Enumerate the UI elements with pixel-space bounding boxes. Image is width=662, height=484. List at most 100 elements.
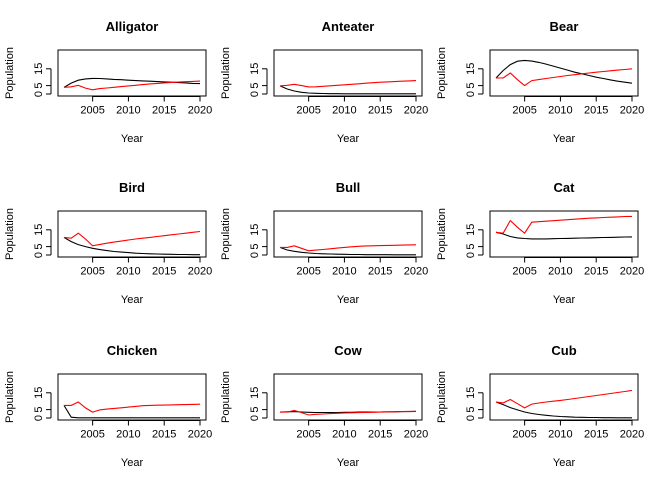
x-tick-label: 2010	[548, 266, 572, 278]
y-axis-label: Population	[436, 47, 448, 99]
series-line-black	[63, 236, 200, 256]
panel-alligator: Alligator 2005 2010 2015 2020 0 5 15 Year Populat…	[4, 19, 212, 145]
y-tick-label: 15	[33, 224, 45, 236]
plot-frame	[489, 49, 639, 97]
x-tick-label: 2010	[332, 105, 356, 117]
x-tick-label: 2015	[152, 429, 176, 441]
x-tick-label: 2020	[188, 429, 212, 441]
series-line-black	[495, 231, 633, 240]
series-line-red	[64, 401, 201, 413]
panel-cub: Cub 2005 2010 2015 2020 0 5 15 Year Population	[436, 343, 644, 469]
y-axis-label: Population	[4, 371, 16, 423]
x-tick-label: 2020	[404, 266, 428, 278]
panel-cat: Cat 2005 2010 2015 2020 0 5 15 Year Population	[436, 180, 644, 306]
x-tick-label: 2005	[512, 266, 536, 278]
x-tick-label: 2020	[620, 429, 644, 441]
panel-title: Chicken	[107, 343, 158, 358]
panel-bull: Bull 2005 2010 2015 2020 0 5 15 Year Population	[220, 180, 428, 306]
x-tick-label: 2010	[548, 105, 572, 117]
x-tick-label: 2015	[368, 429, 392, 441]
x-tick-label: 2005	[80, 429, 104, 441]
plot-frame	[489, 210, 639, 258]
y-axis-label: Population	[436, 208, 448, 260]
x-tick-label: 2005	[296, 266, 320, 278]
x-axis-label: Year	[121, 133, 144, 145]
series-line-red	[496, 68, 633, 87]
x-tick-label: 2020	[188, 266, 212, 278]
panel-title: Cat	[554, 180, 576, 195]
x-tick-label: 2015	[368, 266, 392, 278]
x-tick-label: 2005	[296, 429, 320, 441]
panel-title: Alligator	[106, 19, 159, 34]
x-tick-label: 2020	[188, 105, 212, 117]
panel-anteater: Anteater 2005 2010 2015 2020 0 5 15 Year Populati…	[220, 19, 428, 145]
x-tick-label: 2005	[80, 266, 104, 278]
x-tick-label: 2020	[620, 266, 644, 278]
x-tick-label: 2015	[368, 105, 392, 117]
y-tick-label: 15	[249, 387, 261, 399]
series-line-black	[495, 59, 633, 84]
panel-title: Bear	[550, 19, 579, 34]
series-line-red	[63, 230, 201, 247]
plot-frame	[57, 49, 207, 97]
y-axis-label: Population	[220, 47, 232, 99]
y-tick-label: 15	[33, 387, 45, 399]
y-tick-label: 15	[33, 63, 45, 75]
y-tick-label: 5	[249, 244, 261, 250]
panel-title: Cub	[551, 343, 576, 358]
x-tick-label: 2005	[296, 105, 320, 117]
y-tick-label: 5	[33, 244, 45, 250]
x-tick-label: 2020	[404, 429, 428, 441]
x-tick-label: 2020	[620, 105, 644, 117]
plot-frame	[57, 373, 207, 421]
panel-bird: Bird 2005 2010 2015 2020 0 5 15 Year Population	[4, 180, 212, 306]
y-tick-label: 0	[465, 415, 477, 421]
series-line-black	[279, 246, 416, 256]
y-tick-label: 5	[249, 83, 261, 89]
x-tick-label: 2010	[332, 266, 356, 278]
y-tick-label: 15	[465, 63, 477, 75]
x-tick-label: 2005	[80, 105, 104, 117]
series-line-black	[495, 401, 632, 419]
series-line-red	[280, 409, 417, 416]
plot-frame	[273, 210, 423, 258]
plot-frame	[489, 373, 639, 421]
y-tick-label: 5	[33, 407, 45, 413]
x-tick-label: 2015	[152, 266, 176, 278]
x-axis-label: Year	[337, 457, 360, 469]
x-axis-label: Year	[121, 457, 144, 469]
y-tick-label: 0	[465, 91, 477, 97]
y-tick-label: 15	[465, 387, 477, 399]
y-tick-label: 5	[465, 244, 477, 250]
series-line-black	[279, 85, 416, 95]
x-axis-label: Year	[553, 294, 576, 306]
y-tick-label: 0	[249, 91, 261, 97]
x-tick-label: 2020	[404, 105, 428, 117]
x-tick-label: 2010	[332, 429, 356, 441]
x-tick-label: 2005	[512, 105, 536, 117]
panel-title: Anteater	[322, 19, 375, 34]
series-line-red	[495, 389, 633, 409]
x-axis-label: Year	[553, 133, 576, 145]
panel-cow: Cow 2005 2010 2015 2020 0 5 15 Year Population	[220, 343, 428, 469]
x-tick-label: 2010	[116, 105, 140, 117]
y-tick-label: 5	[465, 83, 477, 89]
y-tick-label: 0	[33, 415, 45, 421]
x-axis-label: Year	[337, 294, 360, 306]
x-tick-label: 2010	[548, 429, 572, 441]
x-tick-label: 2010	[116, 266, 140, 278]
series-line-red	[280, 244, 417, 252]
y-tick-label: 5	[249, 407, 261, 413]
series-line-black	[63, 405, 200, 419]
x-axis-label: Year	[553, 457, 576, 469]
y-tick-label: 0	[249, 252, 261, 258]
series-line-red	[63, 80, 201, 91]
y-tick-label: 5	[465, 407, 477, 413]
panel-bear: Bear 2005 2010 2015 2020 0 5 15 Year Population	[436, 19, 644, 145]
x-tick-label: 2015	[584, 429, 608, 441]
y-tick-label: 15	[249, 224, 261, 236]
y-axis-label: Population	[4, 208, 16, 260]
series-line-red	[279, 80, 417, 88]
x-tick-label: 2015	[584, 266, 608, 278]
